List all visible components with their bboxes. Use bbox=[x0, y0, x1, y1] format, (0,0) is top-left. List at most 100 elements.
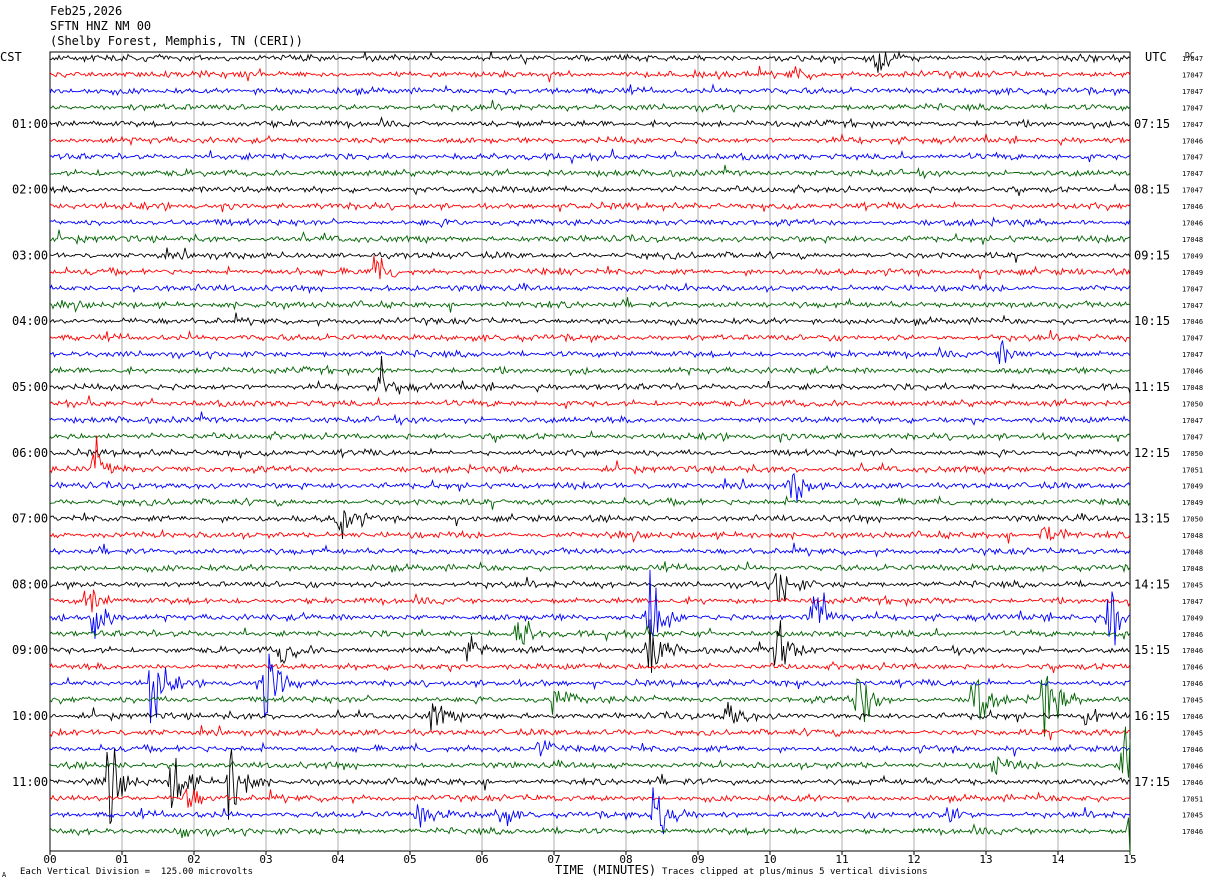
seismic-trace bbox=[49, 164, 1131, 180]
dc-offset-value: 17047 bbox=[1182, 55, 1203, 63]
seismic-trace bbox=[49, 660, 1131, 674]
dc-offset-value: 17048 bbox=[1182, 565, 1203, 573]
dc-offset-value: 17047 bbox=[1182, 285, 1203, 293]
seismic-trace bbox=[49, 542, 1131, 558]
dc-offset-value: 17047 bbox=[1182, 71, 1203, 79]
dc-offset-value: 17048 bbox=[1182, 549, 1203, 557]
x-tick-label: 10 bbox=[763, 853, 776, 866]
seismic-trace bbox=[49, 787, 1131, 835]
seismic-trace bbox=[49, 788, 1131, 808]
dc-offset-value: 17047 bbox=[1182, 598, 1203, 606]
left-hour-label: 04:00 bbox=[12, 314, 48, 328]
left-hour-label: 02:00 bbox=[12, 183, 48, 197]
dc-offset-value: 17047 bbox=[1182, 88, 1203, 96]
left-hour-label: 08:00 bbox=[12, 577, 48, 591]
dc-offset-value: 17046 bbox=[1182, 647, 1203, 655]
dc-offset-value: 17047 bbox=[1182, 302, 1203, 310]
corner-mark: A bbox=[2, 871, 7, 879]
dc-offset-value: 17046 bbox=[1182, 318, 1203, 326]
seismic-trace bbox=[49, 216, 1131, 229]
dc-offset-value: 17047 bbox=[1182, 351, 1203, 359]
seismic-trace bbox=[49, 748, 1131, 825]
station-id: SFTN HNZ NM 00 bbox=[50, 19, 152, 33]
seismic-trace bbox=[49, 148, 1131, 165]
seismic-trace bbox=[49, 725, 1131, 741]
dc-offset-value: 17046 bbox=[1182, 779, 1203, 787]
x-tick-label: 12 bbox=[907, 853, 920, 866]
dc-offset-value: 17046 bbox=[1182, 762, 1203, 770]
x-tick-label: 09 bbox=[691, 853, 704, 866]
x-tick-label: 14 bbox=[1051, 853, 1065, 866]
seismic-trace bbox=[49, 229, 1131, 246]
seismic-trace bbox=[49, 572, 1131, 603]
seismic-trace bbox=[49, 621, 1131, 646]
left-hour-label: 05:00 bbox=[12, 380, 48, 394]
seismic-trace bbox=[49, 435, 1131, 476]
right-hour-label: 11:15 bbox=[1134, 380, 1170, 394]
dc-offset-value: 17047 bbox=[1182, 335, 1203, 343]
seismic-trace bbox=[49, 116, 1131, 130]
seismic-trace bbox=[49, 589, 1131, 613]
seismic-trace bbox=[49, 132, 1131, 147]
dc-offset-value: 17047 bbox=[1182, 187, 1203, 195]
dc-offset-value: 17046 bbox=[1182, 680, 1203, 688]
dc-offset-value: 17045 bbox=[1182, 581, 1203, 589]
dc-offset-value: 17049 bbox=[1182, 499, 1203, 507]
seismic-trace bbox=[49, 526, 1131, 544]
x-tick-label: 15 bbox=[1123, 853, 1136, 866]
seismic-trace bbox=[49, 510, 1131, 539]
right-hour-label: 07:15 bbox=[1134, 117, 1170, 131]
plot-date: Feb25,2026 bbox=[50, 4, 123, 18]
x-tick-label: 11 bbox=[835, 853, 848, 866]
dc-offset-value: 17050 bbox=[1182, 400, 1203, 408]
x-tick-label: 08 bbox=[619, 853, 632, 866]
x-tick-label: 03 bbox=[259, 853, 272, 866]
dc-offset-value: 17048 bbox=[1182, 236, 1203, 244]
dc-offset-value: 17046 bbox=[1182, 220, 1203, 228]
seismic-trace bbox=[49, 99, 1131, 113]
x-tick-label: 02 bbox=[187, 853, 200, 866]
seismic-trace bbox=[49, 340, 1131, 365]
dc-offset-value: 17046 bbox=[1182, 203, 1203, 211]
seismic-trace bbox=[49, 201, 1131, 213]
seismic-trace bbox=[49, 447, 1131, 459]
right-hour-label: 09:15 bbox=[1134, 248, 1170, 262]
seismic-trace bbox=[49, 183, 1131, 197]
dc-offset-value: 17045 bbox=[1182, 729, 1203, 737]
seismic-trace bbox=[49, 472, 1131, 502]
dc-offset-value: 17050 bbox=[1182, 516, 1203, 524]
left-hour-label: 10:00 bbox=[12, 709, 48, 723]
seismic-trace bbox=[49, 282, 1131, 295]
left-hour-label: 09:00 bbox=[12, 643, 48, 657]
seismic-trace bbox=[49, 740, 1131, 757]
dc-offset-value: 17048 bbox=[1182, 384, 1203, 392]
dc-offset-value: 17047 bbox=[1182, 417, 1203, 425]
right-hour-label: 13:15 bbox=[1134, 512, 1170, 526]
seismic-trace bbox=[49, 395, 1131, 409]
seismic-trace bbox=[49, 817, 1131, 854]
dc-offset-header: DC bbox=[1185, 51, 1195, 60]
dc-offset-value: 17046 bbox=[1182, 631, 1203, 639]
scale-note: Each Vertical Division = 125.00 microvol… bbox=[20, 867, 253, 877]
right-timezone-label: UTC bbox=[1145, 50, 1167, 64]
station-location: (Shelby Forest, Memphis, TN (CERI)) bbox=[50, 34, 303, 48]
seismic-trace bbox=[49, 494, 1131, 510]
dc-offset-value: 17046 bbox=[1182, 137, 1203, 145]
x-tick-label: 01 bbox=[115, 853, 128, 866]
seismic-trace bbox=[49, 65, 1131, 83]
dc-offset-value: 17046 bbox=[1182, 664, 1203, 672]
dc-offset-value: 17046 bbox=[1182, 828, 1203, 836]
dc-offset-value: 17051 bbox=[1182, 795, 1203, 803]
x-tick-label: 05 bbox=[403, 853, 416, 866]
x-axis-title: TIME (MINUTES) bbox=[555, 863, 657, 877]
dc-offset-value: 17045 bbox=[1182, 812, 1203, 820]
left-hour-label: 01:00 bbox=[12, 117, 48, 131]
right-hour-label: 10:15 bbox=[1134, 314, 1170, 328]
right-hour-label: 08:15 bbox=[1134, 183, 1170, 197]
x-tick-label: 13 bbox=[979, 853, 992, 866]
dc-offset-value: 17050 bbox=[1182, 450, 1203, 458]
dc-offset-value: 17047 bbox=[1182, 433, 1203, 441]
left-hour-label: 11:00 bbox=[12, 775, 48, 789]
dc-offset-value: 17047 bbox=[1182, 170, 1203, 178]
left-timezone-label: CST bbox=[0, 50, 22, 64]
